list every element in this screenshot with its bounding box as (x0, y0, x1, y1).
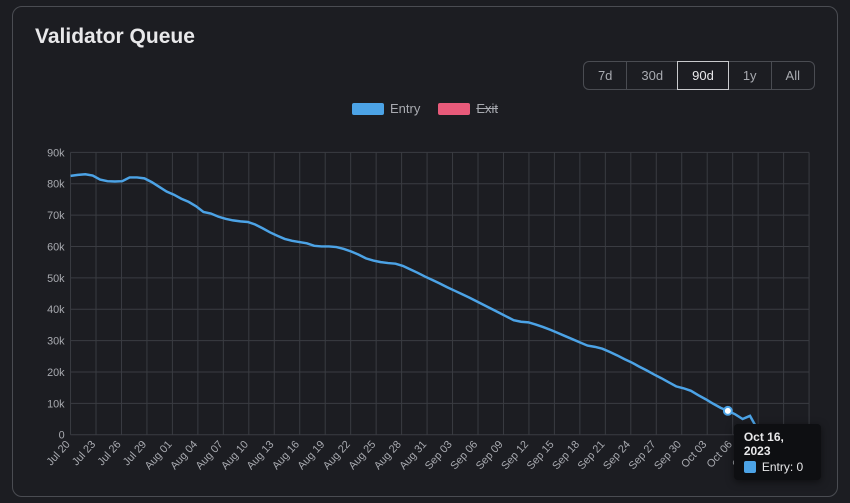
svg-text:Sep 21: Sep 21 (576, 439, 608, 473)
svg-text:10k: 10k (47, 398, 65, 410)
svg-text:Oct 09: Oct 09 (730, 439, 760, 471)
chart-legend: Entry Exit (35, 101, 815, 116)
svg-text:20k: 20k (47, 367, 65, 379)
svg-text:Oct 12: Oct 12 (756, 439, 786, 471)
svg-text:Aug 28: Aug 28 (372, 439, 404, 473)
svg-text:60k: 60k (47, 241, 65, 253)
svg-text:Oct 06: Oct 06 (705, 439, 735, 471)
svg-text:Aug 04: Aug 04 (168, 439, 200, 473)
svg-text:Oct 15: Oct 15 (781, 439, 811, 471)
legend-swatch (352, 103, 384, 115)
card-title: Validator Queue (35, 25, 815, 49)
svg-text:Sep 30: Sep 30 (652, 439, 684, 473)
svg-text:Aug 22: Aug 22 (321, 439, 353, 473)
svg-text:Sep 15: Sep 15 (525, 439, 557, 473)
series-entry (71, 174, 810, 434)
svg-text:Sep 09: Sep 09 (474, 439, 506, 473)
svg-text:Sep 06: Sep 06 (448, 439, 480, 473)
legend-item-exit[interactable]: Exit (438, 101, 498, 116)
svg-text:80k: 80k (47, 179, 65, 191)
range-button-all[interactable]: All (771, 61, 815, 90)
svg-text:50k: 50k (47, 273, 65, 285)
svg-text:Jul 20: Jul 20 (44, 439, 72, 469)
svg-text:Aug 25: Aug 25 (346, 439, 378, 473)
svg-text:Aug 16: Aug 16 (270, 439, 302, 473)
svg-text:70k: 70k (47, 210, 65, 222)
svg-text:Oct 03: Oct 03 (679, 439, 709, 471)
range-button-90d[interactable]: 90d (677, 61, 729, 90)
svg-text:Sep 24: Sep 24 (601, 439, 633, 473)
svg-text:90k: 90k (47, 147, 65, 159)
svg-text:Aug 10: Aug 10 (219, 439, 251, 473)
svg-text:40k: 40k (47, 304, 65, 316)
validator-queue-card: Validator Queue 7d30d90d1yAll EntryExit … (12, 6, 838, 497)
svg-text:Sep 27: Sep 27 (627, 439, 659, 473)
legend-item-entry[interactable]: Entry (352, 101, 420, 116)
tooltip-row: Entry: 0 (744, 460, 811, 474)
range-button-30d[interactable]: 30d (626, 61, 678, 90)
range-button-7d[interactable]: 7d (583, 61, 627, 90)
time-range-selector: 7d30d90d1yAll (584, 61, 815, 90)
legend-label: Entry (390, 101, 420, 116)
svg-text:Sep 03: Sep 03 (423, 439, 455, 473)
y-axis-labels: 010k20k30k40k50k60k70k80k90k (47, 147, 65, 441)
svg-text:Aug 31: Aug 31 (397, 439, 429, 473)
legend-label: Exit (476, 101, 498, 116)
svg-text:Aug 13: Aug 13 (245, 439, 277, 473)
svg-text:Sep 18: Sep 18 (550, 439, 582, 473)
legend-swatch (438, 103, 470, 115)
chart-area[interactable]: 010k20k30k40k50k60k70k80k90kJul 20Jul 23… (35, 135, 815, 454)
hover-point (724, 407, 732, 415)
range-button-1y[interactable]: 1y (728, 61, 772, 90)
x-axis-labels: Jul 20Jul 23Jul 26Jul 29Aug 01Aug 04Aug … (44, 439, 811, 473)
chart-grid (71, 152, 810, 434)
svg-text:Sep 12: Sep 12 (499, 439, 531, 473)
svg-text:Jul 26: Jul 26 (95, 439, 123, 469)
svg-text:30k: 30k (47, 336, 65, 348)
svg-text:Aug 07: Aug 07 (194, 439, 226, 473)
line-chart-svg: 010k20k30k40k50k60k70k80k90kJul 20Jul 23… (35, 135, 815, 454)
svg-text:Jul 23: Jul 23 (70, 439, 98, 469)
svg-text:Aug 01: Aug 01 (143, 439, 175, 473)
tooltip-rows: Entry: 0 (744, 460, 811, 474)
svg-text:Aug 19: Aug 19 (295, 439, 327, 473)
